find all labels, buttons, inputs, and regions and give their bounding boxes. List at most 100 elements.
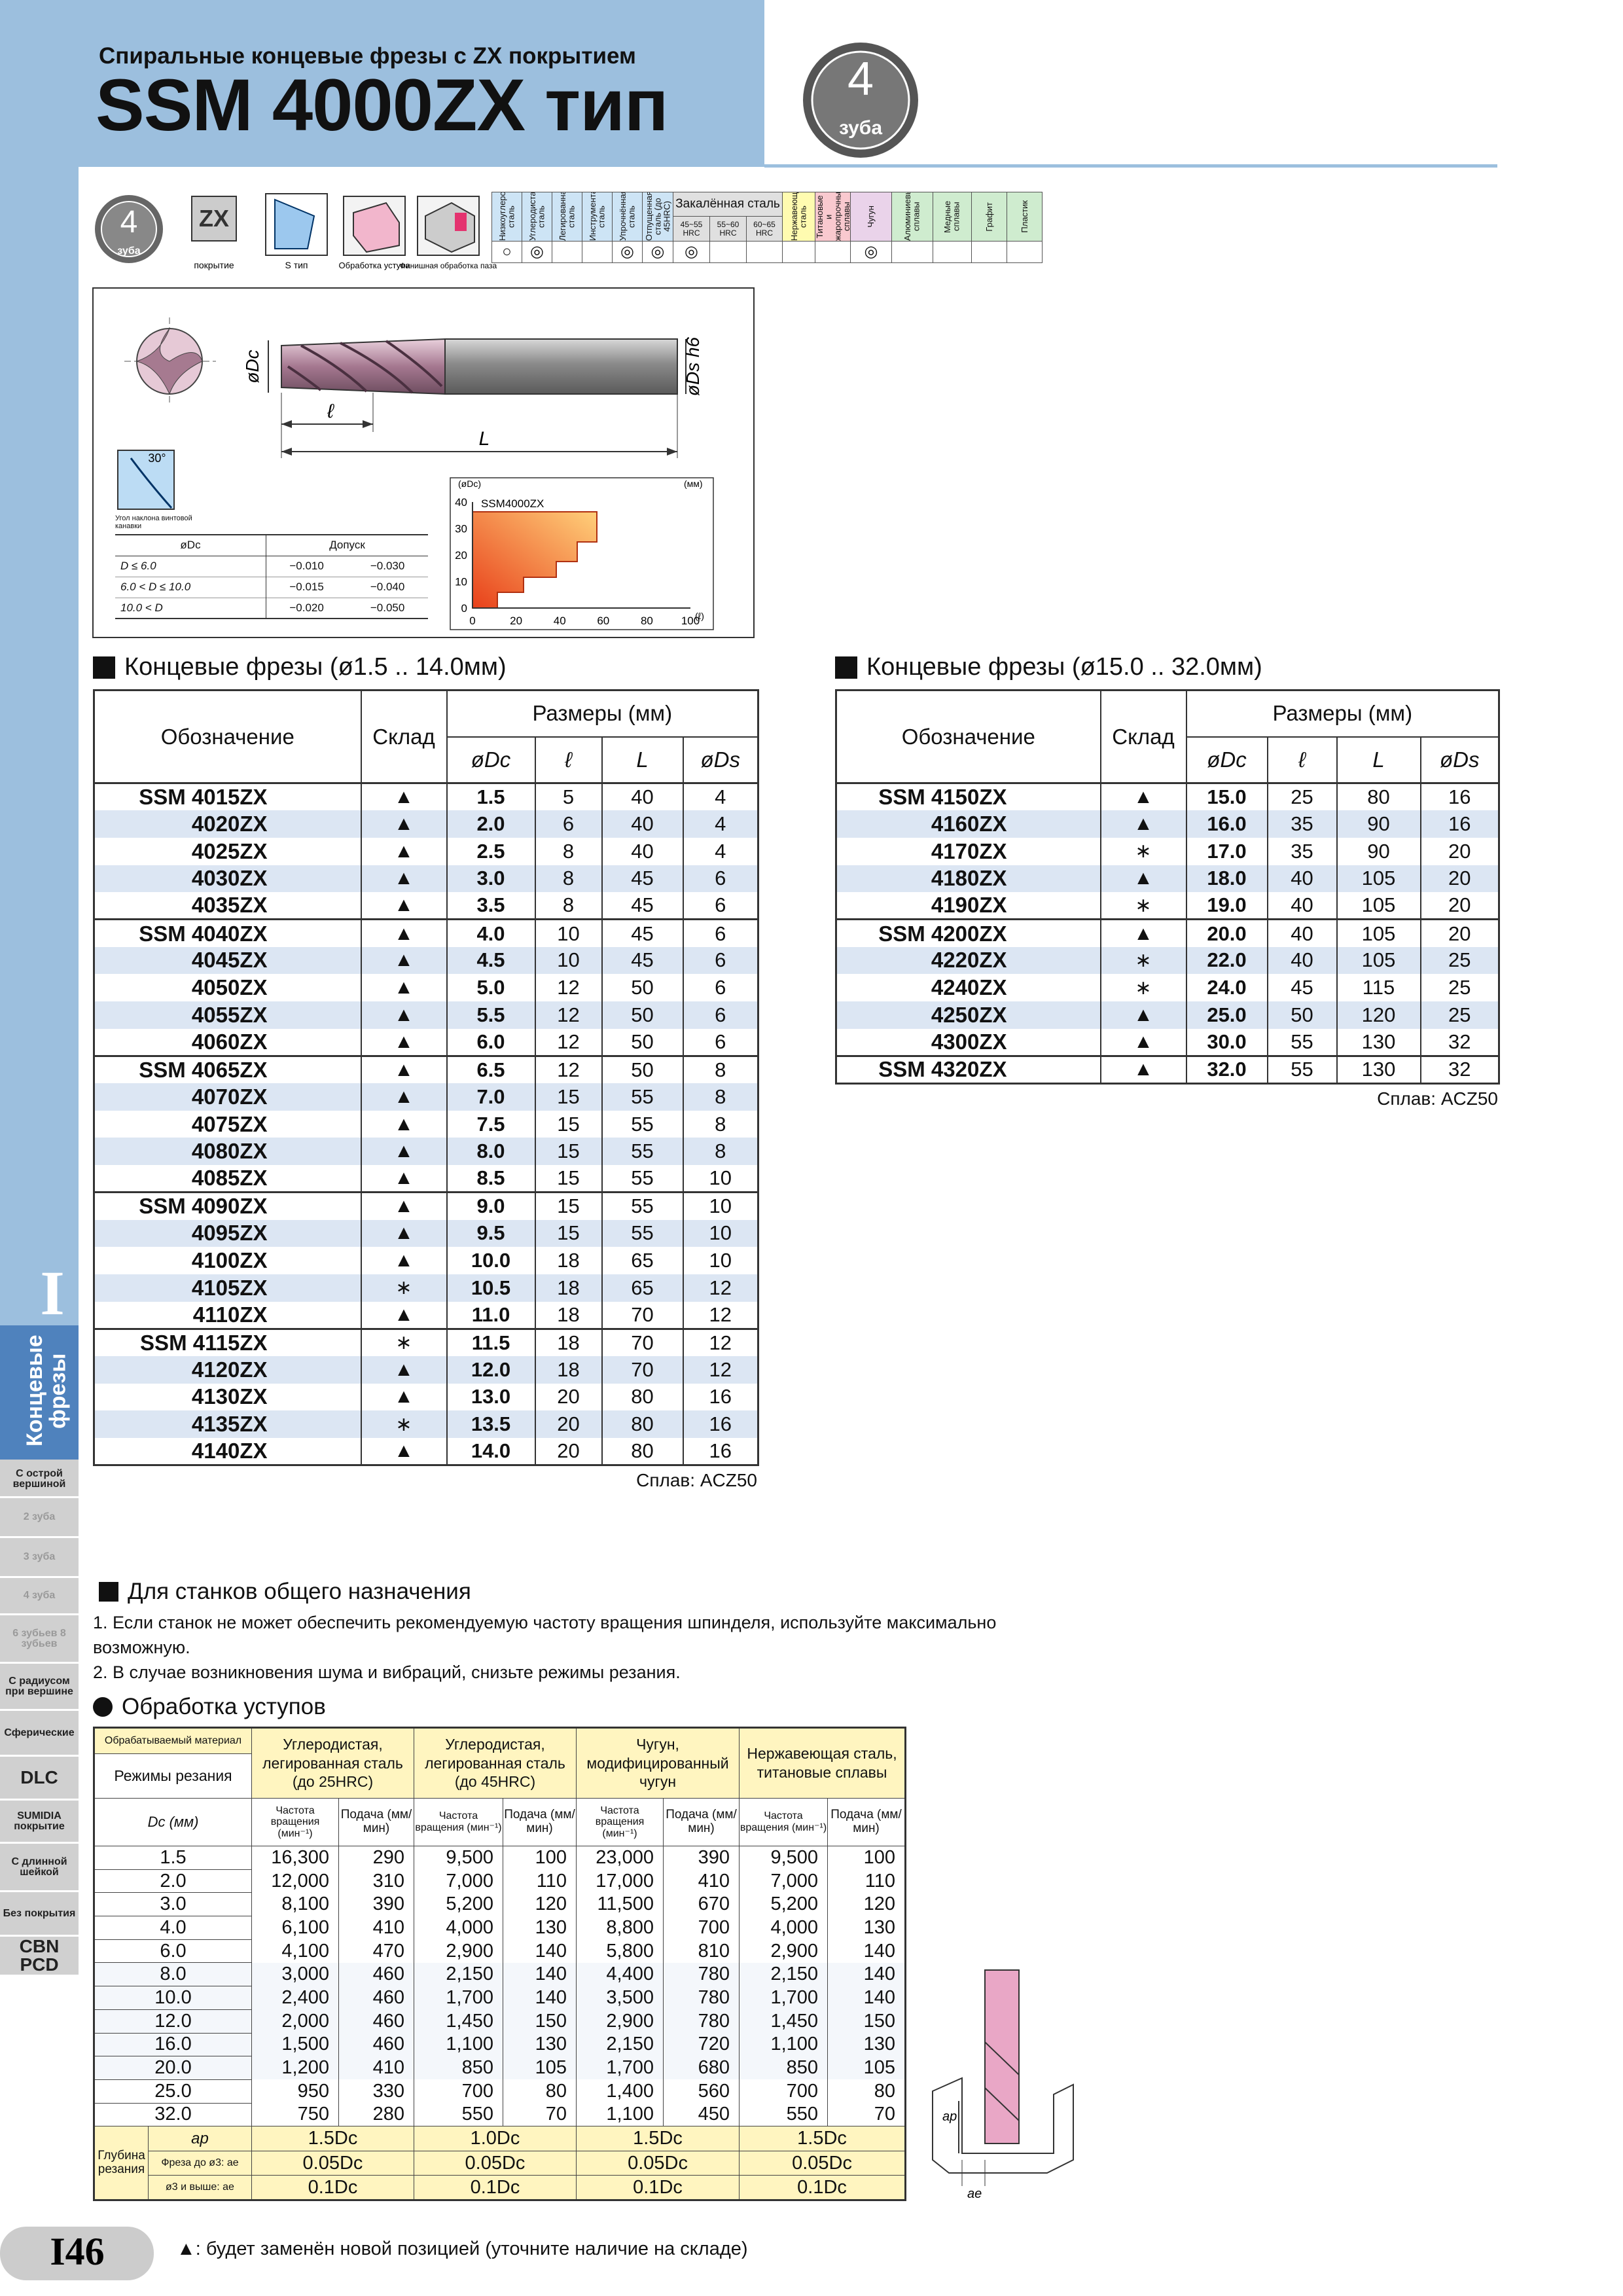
tool-drawing <box>117 317 687 510</box>
cutting-cell: 130 <box>503 1916 577 1940</box>
icon-caption: покрытие <box>194 260 234 270</box>
material-label: Пластик <box>1020 200 1029 233</box>
size-cell: 20.0 <box>1185 918 1268 947</box>
size-cell: 16 <box>1419 782 1500 811</box>
size-cell: 16 <box>682 1410 759 1438</box>
material-mark: ◎ <box>642 241 673 263</box>
size-cell: 6 <box>682 892 759 920</box>
icon-caption: Обработка уступа <box>339 260 411 270</box>
cutting-row: 8.0 3,000 460 2,150 140 4,400 780 2,150 140 <box>94 1962 906 1987</box>
depth-value: 1.5Dc <box>251 2126 414 2151</box>
cutting-row: 4.0 6,100 410 4,000 130 8,800 700 4,000 130 <box>94 1916 906 1940</box>
tolerance-head: Допуск <box>266 535 428 556</box>
designation: 4085ZX <box>93 1165 362 1193</box>
material-label: Отпущенная сталь (до 45HRC) <box>644 192 671 241</box>
cutting-cell: 470 <box>338 1939 414 1963</box>
size-cell: 55 <box>601 1110 684 1138</box>
size-cell: 80 <box>1336 782 1421 811</box>
size-cell: ▲ <box>360 810 448 838</box>
size-cell: 120 <box>1336 1001 1421 1029</box>
cutting-material: Нержавеющая сталь, титановые сплавы <box>739 1727 906 1799</box>
cutting-cell: 2,900 <box>739 1939 829 1963</box>
material-cell: Чугун <box>850 192 893 242</box>
material-label: 45~55 HRC <box>673 216 710 242</box>
designation: 4180ZX <box>835 865 1101 893</box>
size-cell: 40 <box>1266 946 1338 975</box>
size-cell: 25 <box>1419 946 1500 975</box>
size-row: 4100ZX ▲ 10.0 18 65 10 <box>93 1247 759 1274</box>
size-cell: 20 <box>1419 892 1500 920</box>
size-cell: ▲ <box>1099 1001 1187 1029</box>
designation: SSM 4115ZX <box>93 1327 362 1356</box>
heading-square <box>99 1582 118 1602</box>
dim-label: øDc <box>242 350 262 383</box>
material-mark: ○ <box>491 241 522 263</box>
cutting-cell: 70 <box>503 2103 577 2126</box>
cutting-cell: 280 <box>338 2103 414 2126</box>
tolerance-cell: −0.050 <box>370 601 405 614</box>
tolerance-wrap: øDc Допуск D ≤ 6.0 −0.010 −0.030 6.0 < D ≤ 10… <box>115 534 428 619</box>
cutting-cell: 780 <box>662 1986 740 2010</box>
size-cell: ▲ <box>360 918 448 947</box>
size-cell: 8 <box>534 865 603 893</box>
dim-label: øDs h6 <box>683 336 703 396</box>
designation: 4060ZX <box>93 1028 362 1056</box>
cutting-cell: 140 <box>827 1986 906 2010</box>
chart-axis-label: (ℓ) <box>695 611 704 621</box>
size-cell: 18 <box>534 1355 603 1384</box>
icon-caption: Финишная обработка паза <box>400 261 497 270</box>
cutting-cell: 450 <box>662 2103 740 2126</box>
size-cell: ▲ <box>360 782 448 811</box>
cutting-cell: 130 <box>827 1916 906 1940</box>
chart-x-tick-label: 40 <box>554 615 566 627</box>
size-cell: 16 <box>1419 810 1500 838</box>
chart-y-tick-label: 10 <box>455 576 467 588</box>
material-mark <box>782 241 816 263</box>
size-row: SSM 4320ZX ▲ 32.0 55 130 32 <box>835 1054 1500 1084</box>
cutting-cell: 4,100 <box>251 1939 339 1963</box>
cutting-dc: 20.0 <box>94 2056 252 2080</box>
tolerance-row: 6.0 < D ≤ 10.0 −0.015 −0.040 <box>115 577 428 598</box>
size-row: 4120ZX ▲ 12.0 18 70 12 <box>93 1355 759 1384</box>
size-cell: ▲ <box>360 1165 448 1193</box>
cutting-cell: 680 <box>662 2056 740 2080</box>
cutting-cell: 140 <box>827 1939 906 1963</box>
chart-x-tick-label: 0 <box>469 615 475 627</box>
tolerance-cell: −0.020 <box>266 598 348 619</box>
cutting-row: 2.0 12,000 310 7,000 110 17,000 410 7,000 110 <box>94 1869 906 1893</box>
size-cell: 18 <box>534 1274 603 1302</box>
designation: SSM 4040ZX <box>93 918 362 947</box>
sidebar-tab: С острой вершиной <box>0 1462 79 1498</box>
material-mark: ◎ <box>850 241 893 263</box>
sidebar-tab: 6 зубьев 8 зубьев <box>0 1615 79 1664</box>
cutting-cell: 810 <box>662 1939 740 1963</box>
size-cell: ▲ <box>360 1191 448 1220</box>
subtitle: Спиральные концевые фрезы с ZX покрытием <box>99 43 636 69</box>
cutting-cell: 12,000 <box>251 1869 339 1893</box>
material-mark <box>891 241 934 263</box>
size-cell: 40 <box>1266 918 1338 947</box>
cutting-row: 12.0 2,000 460 1,450 150 2,900 780 1,450 150 <box>94 2009 906 2034</box>
material-label: Графит <box>984 202 994 232</box>
cutting-cell: 100 <box>827 1846 906 1870</box>
size-cell: ▲ <box>360 865 448 893</box>
material-label: Медные сплавы <box>943 200 961 233</box>
size-cell: 55 <box>601 1165 684 1193</box>
tolerance-cell: D ≤ 6.0 <box>120 560 156 572</box>
cutting-cell: 105 <box>827 2056 906 2080</box>
size-cell: 10 <box>534 946 603 975</box>
size-cell: 22.0 <box>1185 946 1268 975</box>
material-table: Низкоуглеродистая сталь Углеродистая стал… <box>491 192 1043 263</box>
depth-value: 0.05Dc <box>739 2150 906 2176</box>
chart-axis-label: (øDc) <box>458 478 481 489</box>
tolerance-cell: 6.0 < D ≤ 10.0 <box>120 581 191 593</box>
cutting-cell: 1,700 <box>576 2056 664 2080</box>
size-cell: 105 <box>1336 918 1421 947</box>
size-cell: 12 <box>534 1028 603 1056</box>
size-cell: 55 <box>601 1138 684 1166</box>
designation: 4095ZX <box>93 1219 362 1247</box>
material-label: Низкоуглеродистая сталь <box>497 192 516 241</box>
cutting-cell: 780 <box>662 2009 740 2033</box>
chart-x-tick-label: 60 <box>597 615 609 627</box>
size-row: 4180ZX ▲ 18.0 40 105 20 <box>835 865 1500 893</box>
